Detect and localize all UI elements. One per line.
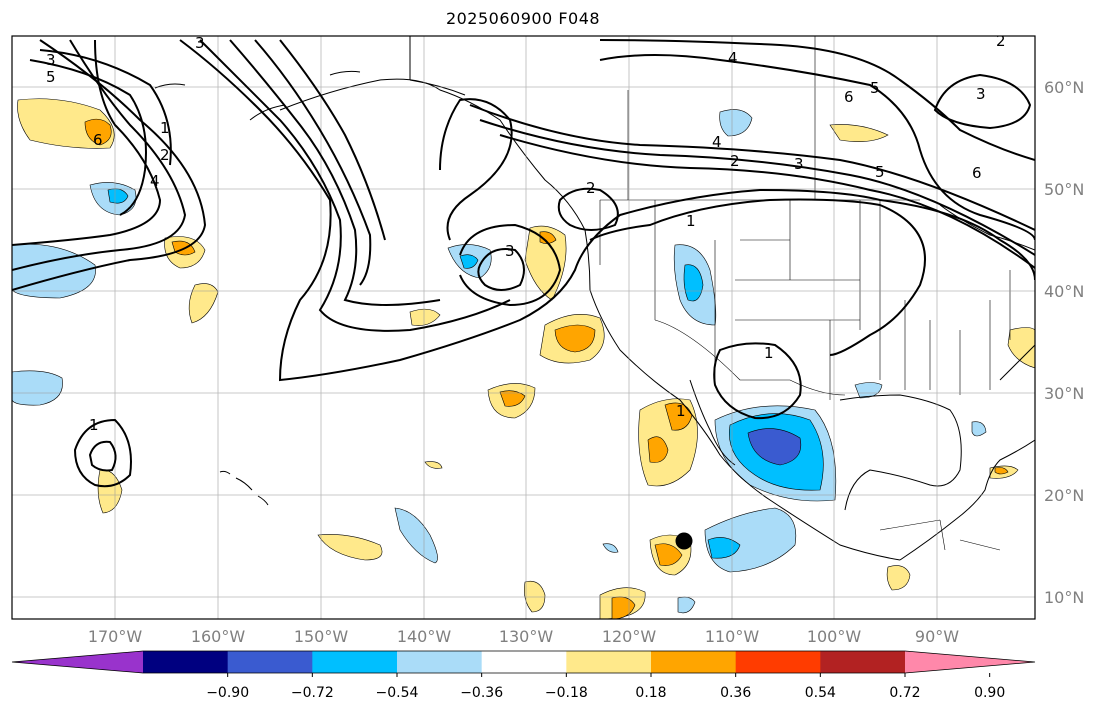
contour-label: 2 xyxy=(586,179,596,197)
longitude-axis: 170°W 160°W 150°W 140°W 130°W 120°W 110°… xyxy=(88,627,959,646)
contour-lines xyxy=(12,39,1035,488)
colorbar-tick-label: −0.90 xyxy=(206,685,249,701)
contour-label: 2 xyxy=(730,152,740,170)
lat-tick-label: 20°N xyxy=(1044,486,1084,505)
colorbar-labels: −0.90 −0.72 −0.54 −0.36 −0.18 0.18 0.36 0.54 0.7… xyxy=(206,673,1005,701)
lon-tick-label: 150°W xyxy=(294,627,349,646)
latitude-axis: 60°N 50°N 40°N 30°N 20°N 10°N xyxy=(1044,78,1084,607)
lat-tick-label: 40°N xyxy=(1044,282,1084,301)
contour-label: 3 xyxy=(46,51,56,69)
colorbar-tick-label: 0.90 xyxy=(974,685,1005,701)
contour-label: 2 xyxy=(996,32,1006,50)
colorbar-segment xyxy=(481,651,567,673)
contour-label: 6 xyxy=(93,131,103,149)
contour-label: 1 xyxy=(89,416,99,434)
colorbar-outline xyxy=(11,650,1036,674)
colorbar-extension-low xyxy=(12,651,143,673)
colorbar-tick-label: −0.18 xyxy=(545,685,588,701)
contour-label: 1 xyxy=(676,402,686,420)
contour-label: 3 xyxy=(505,242,515,260)
colorbar-segment xyxy=(312,651,398,673)
map-frame xyxy=(11,35,1036,620)
contour-label: 1 xyxy=(686,212,696,230)
contour-label: 3 xyxy=(195,34,205,52)
contour-label: 6 xyxy=(972,164,982,182)
contour-label-group: 3 5 6 1 2 4 3 2 3 1 4 2 3 5 6 5 4 3 6 1 … xyxy=(46,32,1006,434)
colorbar-extension-high xyxy=(905,651,1035,673)
lat-tick-label: 30°N xyxy=(1044,384,1084,403)
lat-tick-label: 50°N xyxy=(1044,180,1084,199)
lon-tick-label: 100°W xyxy=(807,627,862,646)
contour-label: 5 xyxy=(875,163,885,181)
colorbar-tick-label: −0.54 xyxy=(376,685,419,701)
colorbar-segment xyxy=(566,651,652,673)
storm-center-marker xyxy=(675,532,693,550)
contour-label: 4 xyxy=(728,49,738,67)
contour-label: 1 xyxy=(764,344,774,362)
lon-tick-label: 110°W xyxy=(705,627,760,646)
contour-label: 5 xyxy=(46,68,56,86)
contour-label: 6 xyxy=(844,88,854,106)
colorbar-tick-label: −0.36 xyxy=(460,685,503,701)
contour-label: 2 xyxy=(160,146,170,164)
lon-tick-label: 130°W xyxy=(499,627,554,646)
colorbar-tick-label: 0.18 xyxy=(635,685,666,701)
colorbar-segment xyxy=(143,651,229,673)
lon-tick-label: 170°W xyxy=(88,627,143,646)
colorbar-tick-label: 0.36 xyxy=(720,685,751,701)
colorbar-segment xyxy=(735,651,821,673)
lat-tick-label: 60°N xyxy=(1044,78,1084,97)
map-title: 2025060900 F048 xyxy=(445,9,601,28)
contour-label: 4 xyxy=(712,133,722,151)
lon-tick-label: 120°W xyxy=(602,627,657,646)
lat-tick-label: 10°N xyxy=(1044,588,1084,607)
shaded-field xyxy=(12,98,1035,619)
contour-label: 4 xyxy=(150,172,160,190)
contour-label: 3 xyxy=(794,155,804,173)
lon-tick-label: 140°W xyxy=(397,627,452,646)
colorbar-tick-label: 0.72 xyxy=(889,685,920,701)
contour-label: 1 xyxy=(160,119,170,137)
colorbar-segment xyxy=(397,651,483,673)
colorbar-segment xyxy=(820,651,906,673)
contour-label: 3 xyxy=(976,85,986,103)
lon-tick-label: 160°W xyxy=(191,627,246,646)
colorbar-segment xyxy=(227,651,313,673)
colorbar-tick-label: 0.54 xyxy=(805,685,836,701)
colorbar xyxy=(11,650,1036,674)
colorbar-tick-label: −0.72 xyxy=(291,685,334,701)
colorbar-segment xyxy=(651,651,737,673)
lon-tick-label: 90°W xyxy=(915,627,959,646)
contour-label: 5 xyxy=(870,79,880,97)
